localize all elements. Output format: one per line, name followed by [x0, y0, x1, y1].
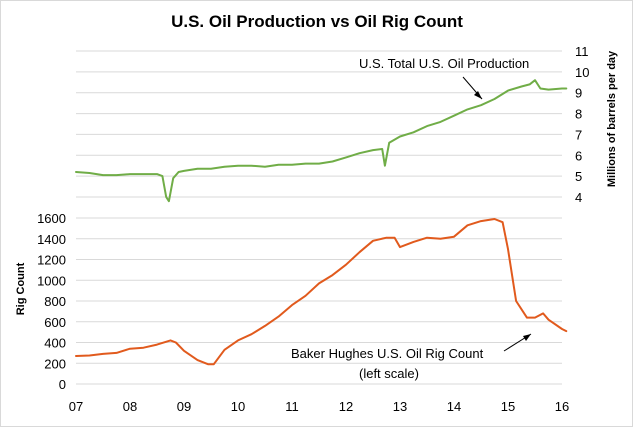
left-tick-label: 1200	[37, 253, 66, 268]
production-arrowhead	[474, 91, 482, 99]
right-tick-label: 11	[575, 44, 589, 59]
x-tick-label: 15	[501, 399, 515, 414]
right-axis-label: Millions of barrels per day	[606, 50, 618, 187]
right-axis-ticks: 4 5 6 7 8 9 10 11	[575, 44, 589, 205]
x-tick-label: 09	[177, 399, 191, 414]
x-tick-label: 10	[231, 399, 245, 414]
right-tick-label: 9	[575, 86, 582, 101]
left-tick-label: 1600	[37, 211, 66, 226]
left-tick-label: 0	[59, 377, 66, 392]
right-tick-label: 8	[575, 107, 582, 122]
oil-production-line	[75, 79, 568, 203]
left-tick-label: 400	[44, 336, 66, 351]
left-axis-label: Rig Count	[15, 262, 27, 315]
rigs-annotation-scale: (left scale)	[359, 366, 419, 381]
left-tick-label: 800	[44, 294, 66, 309]
right-tick-label: 5	[575, 169, 582, 184]
x-tick-label: 13	[393, 399, 407, 414]
x-tick-label: 16	[555, 399, 569, 414]
x-axis-ticks: 07 08 09 10 11 12 13 14 15 16	[69, 399, 569, 414]
rig-count-line	[75, 218, 568, 366]
chart-title: U.S. Oil Production vs Oil Rig Count	[171, 12, 463, 31]
right-tick-label: 10	[575, 65, 589, 80]
x-tick-label: 11	[285, 399, 299, 414]
right-tick-label: 7	[575, 127, 582, 142]
gridlines	[76, 50, 562, 385]
series-lines	[75, 79, 568, 366]
rigs-arrowhead	[523, 334, 531, 341]
x-tick-label: 12	[339, 399, 353, 414]
x-tick-label: 14	[447, 399, 461, 414]
left-tick-label: 1000	[37, 273, 66, 288]
left-tick-label: 1400	[37, 232, 66, 247]
left-tick-label: 200	[44, 356, 66, 371]
right-tick-label: 4	[575, 190, 582, 205]
rigs-annotation: Baker Hughes U.S. Oil Rig Count	[291, 346, 484, 361]
production-annotation: U.S. Total U.S. Oil Production	[359, 56, 529, 71]
left-axis-ticks: 0 200 400 600 800 1000 1200 1400 1600	[37, 211, 66, 392]
x-tick-label: 08	[123, 399, 137, 414]
left-tick-label: 600	[44, 315, 66, 330]
right-tick-label: 6	[575, 148, 582, 163]
x-tick-label: 07	[69, 399, 83, 414]
